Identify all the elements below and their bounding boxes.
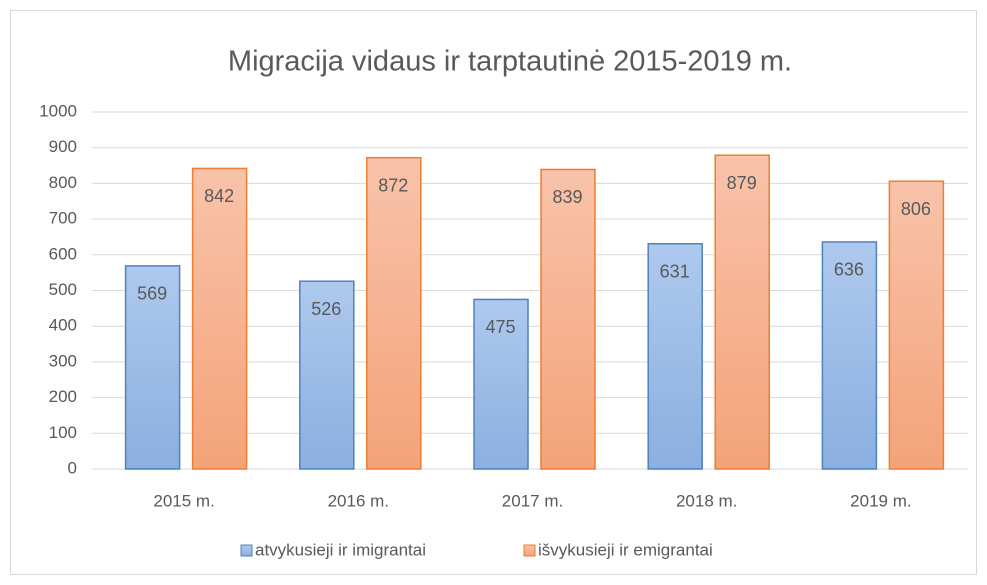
- bar: [821, 241, 878, 470]
- bar: [124, 265, 181, 470]
- legend-swatch: [523, 544, 536, 557]
- data-label: 872: [378, 175, 408, 195]
- x-tick-label: 2018 m.: [676, 491, 737, 510]
- bar: [647, 242, 703, 470]
- x-tick-label: 2016 m.: [328, 491, 389, 510]
- x-tick-label: 2017 m.: [502, 491, 563, 510]
- legend-label: išvykusieji ir emigrantai: [538, 540, 713, 559]
- data-label: 636: [834, 260, 864, 280]
- y-tick-label: 400: [49, 316, 77, 335]
- bar: [888, 180, 945, 470]
- data-label: 526: [311, 299, 341, 319]
- bar: [191, 167, 248, 470]
- y-tick-label: 0: [68, 458, 77, 477]
- y-tick-label: 300: [49, 351, 77, 370]
- bar: [366, 156, 422, 470]
- x-tick-label: 2015 m.: [153, 491, 214, 510]
- chart-title: Migracija vidaus ir tarptautinė 2015-201…: [228, 46, 792, 78]
- data-label: 806: [901, 199, 931, 219]
- y-tick-label: 500: [49, 280, 77, 299]
- y-tick-label: 1000: [39, 101, 77, 120]
- legend-swatch: [240, 544, 253, 557]
- bar: [540, 168, 596, 470]
- data-label: 475: [485, 317, 515, 337]
- bar: [473, 298, 529, 470]
- y-tick-label: 100: [49, 423, 77, 442]
- data-label: 879: [727, 173, 757, 193]
- bar: [299, 280, 355, 470]
- y-tick-label: 200: [49, 387, 77, 406]
- bar: [714, 154, 770, 470]
- data-label: 631: [660, 261, 690, 281]
- y-tick-label: 600: [49, 244, 77, 263]
- y-tick-label: 900: [49, 137, 77, 156]
- data-label: 839: [552, 187, 582, 207]
- y-tick-label: 800: [49, 173, 77, 192]
- x-tick-label: 2019 m.: [850, 491, 911, 510]
- data-label: 842: [204, 186, 234, 206]
- y-tick-label: 700: [49, 209, 77, 228]
- legend-label: atvykusieji ir imigrantai: [255, 540, 426, 559]
- data-label: 569: [137, 284, 167, 304]
